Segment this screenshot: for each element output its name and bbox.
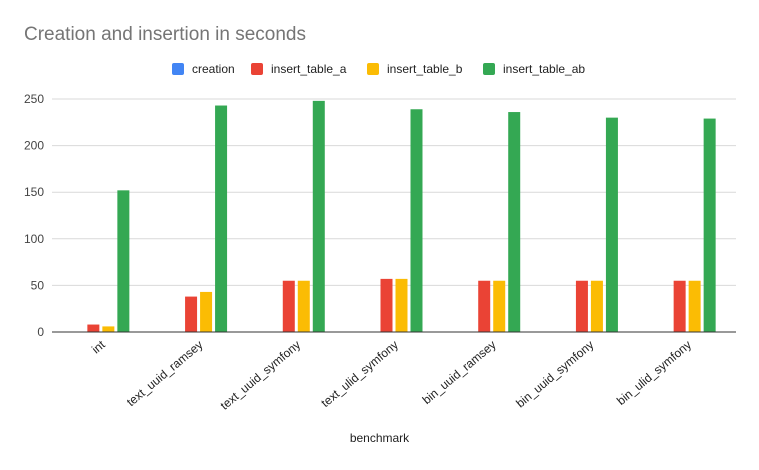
x-tick-label: bin_uuid_ramsey: [420, 338, 499, 407]
bar-insert_table_ab: [703, 118, 716, 333]
bar-insert_table_a: [673, 280, 686, 332]
x-tick-label: int: [89, 337, 108, 356]
bar-insert_table_a: [380, 278, 393, 332]
bar-insert_table_a: [185, 296, 198, 332]
bar-insert_table_ab: [508, 112, 521, 332]
x-tick-label: text_uuid_symfony: [218, 338, 304, 413]
bar-insert_table_ab: [605, 117, 618, 332]
bar-insert_table_b: [493, 280, 506, 332]
bar-insert_table_a: [282, 280, 295, 332]
bar-insert_table_ab: [312, 100, 325, 332]
y-tick-label: 0: [37, 325, 44, 339]
bar-insert_table_a: [575, 280, 588, 332]
bar-insert_table_ab: [117, 190, 130, 332]
y-tick-label: 150: [24, 185, 44, 199]
bar-insert_table_a: [87, 324, 100, 332]
bar-insert_table_b: [688, 280, 701, 332]
x-tick-label: bin_ulid_symfony: [614, 338, 694, 408]
legend-item-creation: creation: [172, 62, 235, 76]
legend-swatch: [367, 63, 379, 75]
bar-insert_table_ab: [215, 105, 228, 332]
bar-insert_table_b: [395, 278, 408, 332]
chart-title: Creation and insertion in seconds: [24, 24, 307, 45]
legend-label: insert_table_a: [271, 62, 347, 76]
legend-swatch: [483, 63, 495, 75]
bar-insert_table_ab: [410, 109, 423, 332]
bar-insert_table_b: [102, 326, 115, 332]
x-axis-label: benchmark: [349, 431, 410, 445]
legend-swatch: [172, 63, 184, 75]
bar-insert_table_a: [478, 280, 491, 332]
y-tick-label: 50: [31, 278, 45, 292]
bar-insert_table_b: [200, 291, 213, 332]
bar-insert_table_b: [590, 280, 603, 332]
legend-item-insert_table_a: insert_table_a: [251, 62, 346, 76]
bar-insert_table_b: [297, 280, 310, 332]
y-tick-label: 200: [24, 139, 44, 153]
x-tick-label: text_ulid_symfony: [318, 338, 401, 410]
legend-item-insert_table_ab: insert_table_ab: [483, 62, 585, 76]
legend-label: insert_table_ab: [503, 62, 586, 76]
legend-label: creation: [192, 62, 235, 76]
x-tick-label: text_uuid_ramsey: [124, 338, 206, 410]
legend-label: insert_table_b: [387, 62, 463, 76]
x-tick-label: bin_uuid_symfony: [513, 338, 596, 411]
legend-swatch: [251, 63, 263, 75]
legend: creation insert_table_a insert_table_b inse…: [0, 62, 759, 80]
y-tick-label: 250: [24, 92, 44, 106]
y-tick-label: 100: [24, 232, 44, 246]
legend-item-insert_table_b: insert_table_b: [367, 62, 462, 76]
